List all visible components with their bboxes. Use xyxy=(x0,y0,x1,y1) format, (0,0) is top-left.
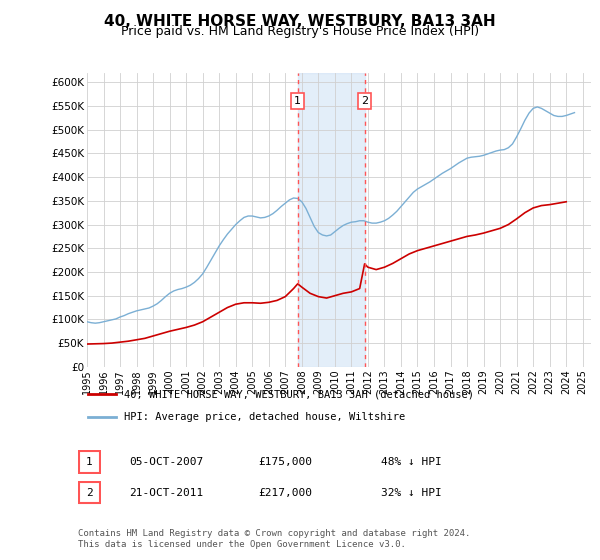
Text: 40, WHITE HORSE WAY, WESTBURY, BA13 3AH (detached house): 40, WHITE HORSE WAY, WESTBURY, BA13 3AH … xyxy=(124,389,473,399)
Text: 1: 1 xyxy=(294,96,301,106)
Text: 05-OCT-2007: 05-OCT-2007 xyxy=(129,457,203,467)
Text: £175,000: £175,000 xyxy=(258,457,312,467)
Text: 21-OCT-2011: 21-OCT-2011 xyxy=(129,488,203,498)
Bar xyxy=(298,73,365,367)
Text: Price paid vs. HM Land Registry's House Price Index (HPI): Price paid vs. HM Land Registry's House … xyxy=(121,25,479,38)
Text: 1: 1 xyxy=(86,457,93,467)
Text: 48% ↓ HPI: 48% ↓ HPI xyxy=(381,457,442,467)
Text: 32% ↓ HPI: 32% ↓ HPI xyxy=(381,488,442,498)
Text: 2: 2 xyxy=(361,96,368,106)
Text: HPI: Average price, detached house, Wiltshire: HPI: Average price, detached house, Wilt… xyxy=(124,412,405,422)
Text: 40, WHITE HORSE WAY, WESTBURY, BA13 3AH: 40, WHITE HORSE WAY, WESTBURY, BA13 3AH xyxy=(104,14,496,29)
Text: £217,000: £217,000 xyxy=(258,488,312,498)
Text: Contains HM Land Registry data © Crown copyright and database right 2024.
This d: Contains HM Land Registry data © Crown c… xyxy=(78,529,470,549)
Text: 2: 2 xyxy=(86,488,93,498)
